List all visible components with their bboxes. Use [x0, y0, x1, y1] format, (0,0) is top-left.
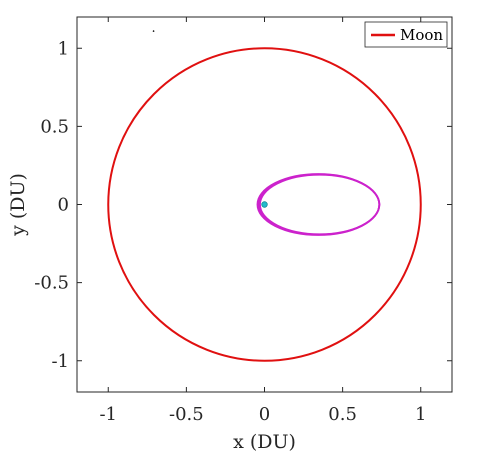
x-axis-ticks: -1 -0.5 0 0.5 1	[99, 17, 426, 425]
y-tick-label: 0	[58, 195, 69, 216]
x-tick-label: -0.5	[169, 404, 204, 425]
x-tick-label: 0	[259, 404, 270, 425]
x-axis-label: x (DU)	[233, 431, 296, 453]
y-axis-ticks: -1 -0.5 0 0.5 1	[34, 38, 452, 372]
x-tick-label: 0.5	[328, 404, 357, 425]
y-tick-label: 1	[58, 38, 69, 59]
legend-label-moon: Moon	[400, 26, 443, 44]
plot-marks	[107, 30, 422, 362]
y-axis-label: y (DU)	[7, 173, 29, 237]
moon-orbit-line	[107, 47, 422, 362]
x-tick-label: -1	[99, 404, 117, 425]
spacecraft-trajectory-line-2	[259, 173, 381, 236]
y-tick-label: -1	[51, 351, 69, 372]
stray-point-marker	[152, 30, 155, 32]
legend: Moon	[364, 21, 448, 48]
y-tick-label: 0.5	[40, 116, 69, 137]
y-tick-label: -0.5	[34, 273, 69, 294]
earth-marker	[261, 201, 268, 208]
x-tick-label: 1	[415, 404, 426, 425]
